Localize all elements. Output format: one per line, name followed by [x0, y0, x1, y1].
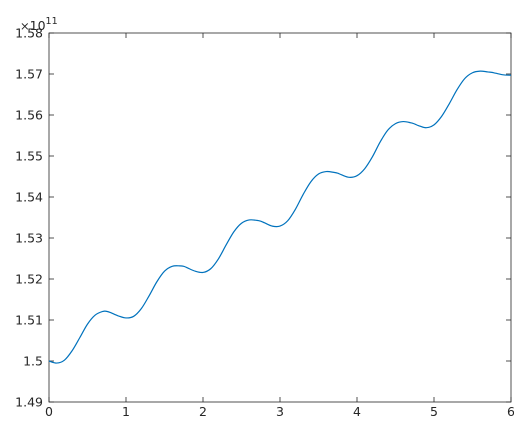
x-tick-label: 3 — [276, 404, 284, 419]
y-tick-label: 1.57 — [15, 67, 43, 82]
y-tick-label: 1.5 — [23, 354, 43, 369]
x-tick-label: 5 — [430, 404, 438, 419]
x-tick-label: 2 — [199, 404, 207, 419]
y-tick-label: 1.53 — [15, 231, 43, 246]
y-tick-labels: 1.49 1.5 1.51 1.52 1.53 1.54 1.55 1.56 1.57 1.58 — [15, 26, 43, 410]
y-tick-label: 1.54 — [15, 190, 43, 205]
y-scale-factor: ×1011 — [20, 16, 58, 33]
x-tick-labels: 0 1 2 3 4 5 6 — [45, 404, 514, 419]
y-tick-label: 1.49 — [15, 395, 43, 410]
series-line — [48, 70, 512, 364]
x-tick-label: 4 — [353, 404, 361, 419]
y-tick-label: 1.55 — [15, 149, 43, 164]
y-tick-label: 1.51 — [15, 313, 43, 328]
y-scale-exponent: 11 — [46, 16, 58, 27]
y-scale-base: 10 — [30, 18, 46, 33]
y-tick-label: 1.56 — [15, 108, 43, 123]
y-tick-label: 1.52 — [15, 272, 43, 287]
y-tick-label: 1.58 — [15, 26, 43, 41]
x-tick-label: 1 — [122, 404, 130, 419]
axis-ticks — [48, 32, 512, 403]
x-tick-label: 6 — [507, 404, 514, 419]
plot-area — [48, 32, 512, 403]
x-tick-label: 0 — [45, 404, 53, 419]
